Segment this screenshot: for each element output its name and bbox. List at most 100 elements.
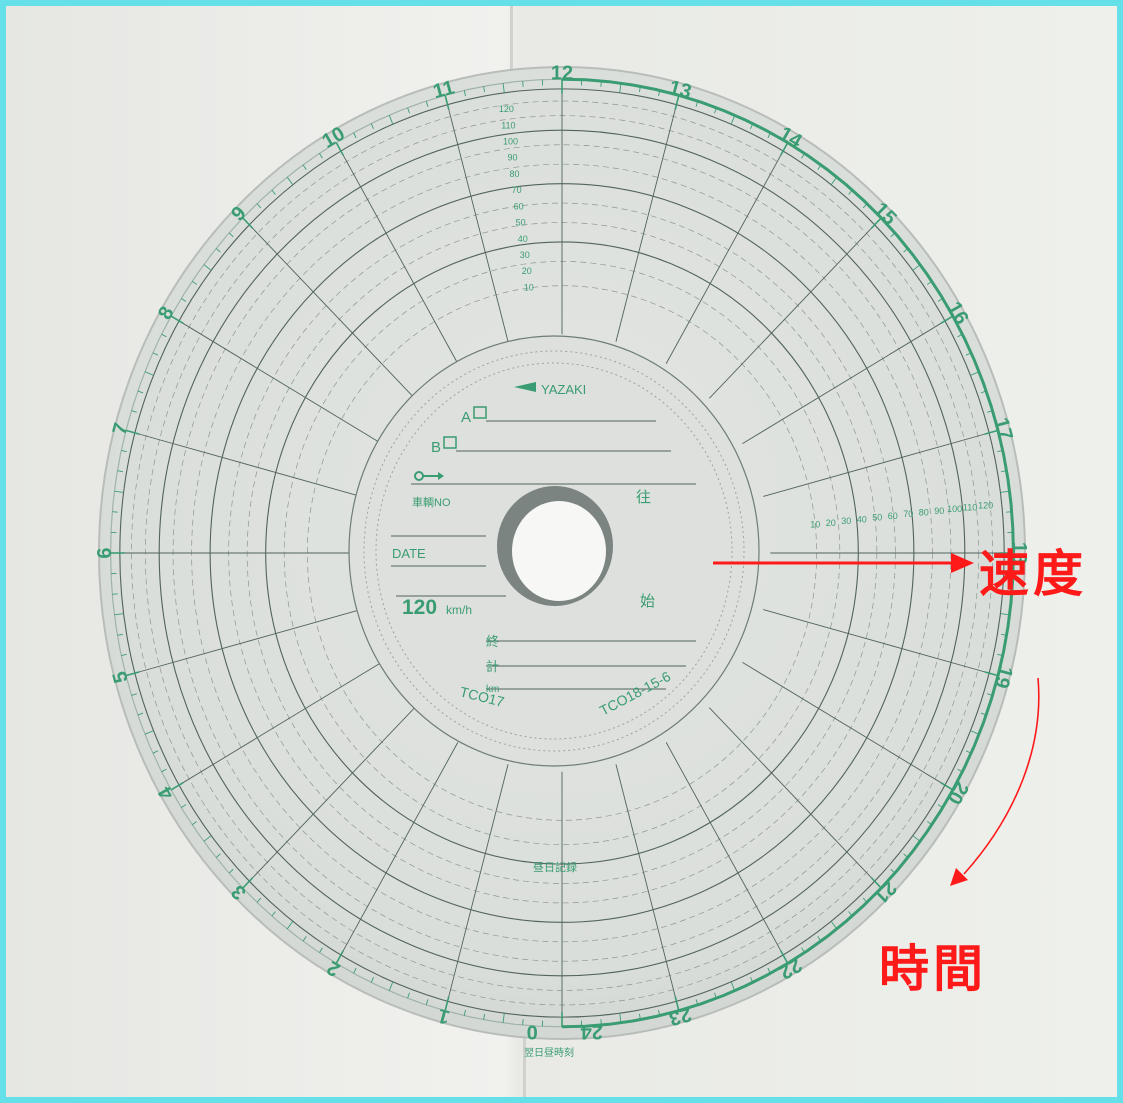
speed-scale-label: 60 [888, 511, 898, 521]
outer-scale-tick [1006, 511, 1012, 513]
outer-scale-tick [144, 371, 154, 376]
outer-scale-tick [121, 653, 127, 656]
outer-scale-tick [1000, 490, 1010, 493]
outer-scale-tick [965, 750, 972, 754]
speed-scale-label: 10 [810, 519, 820, 529]
hour-label: 0 [527, 1020, 538, 1042]
driver-a-icon [473, 406, 487, 419]
outer-scale-tick [131, 693, 137, 696]
background-seam-bottom [523, 1036, 526, 1097]
outer-scale-tick [970, 371, 980, 376]
speed-scale-label: 70 [512, 185, 522, 195]
speed-scale-label: 20 [826, 518, 836, 528]
outer-scale-tick [1001, 633, 1007, 636]
hour-line [340, 742, 459, 956]
outer-scale-tick [203, 264, 212, 271]
outer-scale-tick [862, 203, 868, 209]
outer-scale-tick [695, 999, 699, 1006]
outer-scale-tick [937, 804, 943, 808]
hour-line [708, 224, 875, 399]
side-mark-bottom: 始 [640, 592, 655, 610]
outer-scale-tick [335, 950, 344, 964]
hour-line [742, 320, 946, 445]
outer-scale-tick [144, 730, 154, 735]
outer-scale-tick [848, 911, 853, 917]
outer-scale-tick [870, 217, 882, 229]
background-seam-top [510, 6, 513, 76]
speed-scale-label: 50 [516, 218, 526, 228]
outer-scale-tick [152, 750, 159, 754]
hour-lines [119, 88, 1005, 1018]
outer-scale-tick [125, 671, 140, 677]
speed-scale-label: 100 [503, 136, 518, 146]
hour-line [447, 104, 509, 342]
outer-scale-tick [862, 897, 868, 903]
outer-scale-tick [674, 996, 680, 1011]
outer-scale-tick [817, 164, 822, 170]
outer-scale-tick [940, 781, 954, 791]
outer-scale-tick [903, 248, 909, 253]
outer-scale-tick [425, 999, 429, 1006]
outer-scale-tick [407, 992, 410, 999]
date-label: DATE [392, 546, 426, 561]
outer-scale-tick [137, 390, 144, 394]
outer-scale-tick [619, 1013, 622, 1023]
form-row-3-label: km [486, 684, 499, 695]
outer-scale-tick [203, 835, 212, 842]
outer-scale-tick [658, 1009, 661, 1016]
hour-line [763, 432, 990, 497]
outer-scale-tick [937, 298, 943, 302]
speed-scale-label: 50 [872, 513, 882, 523]
outer-scale-tick [242, 877, 254, 889]
outer-scale-tick [181, 298, 187, 302]
hour-line [763, 609, 990, 674]
outer-scale-tick [370, 123, 374, 130]
outer-scale-tick [714, 992, 717, 999]
outer-scale-tick [170, 315, 184, 325]
speed-scale-label: 60 [514, 201, 524, 211]
outer-scale-tick [191, 280, 198, 285]
key-icon [414, 471, 444, 481]
side-mark-top: 往 [636, 488, 651, 506]
speed-scale-label: 100 [947, 504, 962, 514]
outer-scale-tick [215, 248, 221, 253]
hour-line [665, 742, 784, 956]
outer-scale-tick [228, 232, 234, 238]
speed-scale-label: 30 [520, 250, 530, 260]
speed-scale-label: 90 [507, 153, 517, 163]
outer-scale-tick [215, 853, 221, 858]
outer-time-scale [109, 77, 1015, 1029]
outer-scale-tick [730, 981, 736, 991]
outer-scale-tick [714, 107, 717, 114]
brand-label: YAZAKI [541, 382, 586, 397]
outer-scale-tick [970, 730, 980, 735]
outer-scale-tick [302, 164, 307, 170]
outer-scale-tick [242, 217, 254, 229]
outer-scale-tick [926, 280, 933, 285]
outer-scale-tick [286, 176, 294, 186]
outer-scale-tick [502, 83, 505, 93]
photo-background: 0 1 2 3 4 5 6 7 8 9 10 11 12 13 14 15 16 17 18 19 20 21 22 23 24… [6, 6, 1117, 1097]
outer-scale-tick [1000, 613, 1010, 616]
outer-scale-tick [388, 115, 394, 125]
hour-line [134, 432, 361, 497]
vehicle-no-label: 車輌NO [412, 495, 451, 509]
outer-scale-tick [619, 83, 622, 93]
outer-scale-tick [903, 853, 909, 858]
speed-scale-label: 10 [524, 282, 534, 292]
outer-scale-tick [957, 333, 963, 338]
outer-scale-tick [271, 911, 276, 917]
outer-scale-tick [987, 693, 993, 696]
outer-scale-tick [170, 781, 184, 791]
hour-line [340, 150, 459, 364]
speed-scale-label: 120 [978, 501, 993, 511]
time-arrow-head [950, 868, 968, 886]
hour-line [447, 764, 509, 1002]
speed-scale-label: 30 [841, 516, 851, 526]
hour-line [615, 764, 677, 1002]
outer-scale-tick [987, 410, 993, 413]
outer-scale-tick [1006, 593, 1012, 595]
outer-scale-tick [256, 897, 262, 903]
outer-scale-tick [286, 920, 294, 930]
outer-scale-tick [830, 176, 838, 186]
